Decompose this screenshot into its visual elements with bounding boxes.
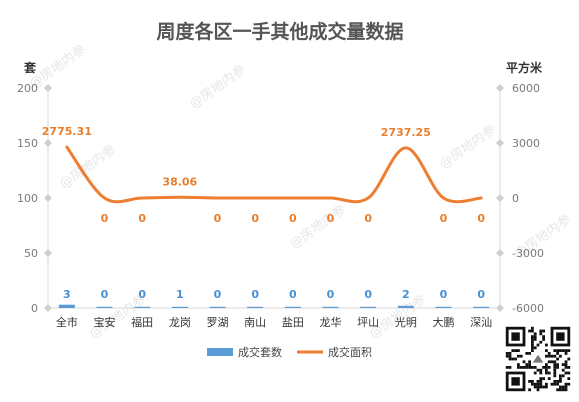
x-tick-label: 龙岗 (169, 316, 191, 329)
x-tick-label: 光明 (395, 315, 417, 329)
right-tick-label: -6000 (512, 302, 544, 315)
right-tick-label: -3000 (512, 247, 544, 260)
bar-label: 3 (63, 288, 71, 301)
right-tick-marker (496, 249, 504, 257)
right-tick-label: 3000 (512, 137, 540, 150)
left-tick-marker (44, 249, 52, 257)
line-point-label: 0 (214, 212, 222, 225)
left-tick-marker (44, 304, 52, 312)
right-axis-unit: 平方米 (506, 60, 543, 75)
left-tick-label: 0 (31, 302, 38, 315)
watermark-text: @房地内参 (186, 62, 248, 112)
bar-label: 0 (101, 288, 109, 301)
x-tick-label: 全市 (56, 315, 78, 329)
right-tick-marker (496, 304, 504, 312)
qr-code-icon (503, 324, 573, 394)
watermark-layer: @房地内参@房地内参@房地内参@房地内参@房地内参 @房地内参@房地内参@房地内参 (26, 42, 573, 342)
bar-label: 0 (251, 288, 259, 301)
line-point-label: 2737.25 (381, 126, 431, 139)
line-point-label: 0 (289, 212, 297, 225)
line-point-label: 38.06 (162, 175, 197, 188)
legend-label-line: 成交面积 (328, 345, 372, 359)
line-point-label: 2775.31 (42, 125, 92, 138)
series-line-成交面积 (65, 145, 483, 204)
watermark-text: @房地内参 (56, 142, 118, 192)
bar-label: 0 (440, 288, 448, 301)
bar-label: 0 (289, 288, 297, 301)
legend: 成交套数 成交面积 (207, 345, 372, 359)
bar-label: 0 (214, 288, 222, 301)
bar-label: 1 (176, 288, 184, 301)
bar-大鹏 (435, 306, 452, 308)
left-tick-label: 150 (17, 137, 38, 150)
bar-全市 (58, 304, 75, 308)
legend-swatch-bar (207, 348, 233, 356)
bar-龙岗 (171, 306, 188, 308)
bar-南山 (247, 306, 264, 308)
line-point-label: 0 (101, 212, 109, 225)
bar-宝安 (96, 306, 113, 308)
right-tick-marker (496, 139, 504, 147)
right-tick-label: 6000 (512, 82, 540, 95)
left-tick-marker (44, 194, 52, 202)
bar-光明 (397, 305, 414, 308)
left-tick-label: 100 (17, 192, 38, 205)
watermark-text: @房地内参 (436, 122, 498, 172)
x-tick-label: 盐田 (282, 316, 304, 329)
right-tick-label: 0 (512, 192, 519, 205)
x-tick-label: 坪山 (357, 316, 379, 329)
x-tick-label: 宝安 (94, 315, 116, 329)
x-tick-label: 大鹏 (433, 315, 455, 329)
bar-label: 0 (327, 288, 335, 301)
left-axis-unit: 套 (23, 60, 37, 75)
left-tick-marker (44, 84, 52, 92)
left-tick-label: 50 (24, 247, 38, 260)
watermark-text: @房地内参 (286, 202, 348, 252)
x-tick-label: 龙华 (320, 315, 342, 329)
right-tick-marker (496, 84, 504, 92)
line-point-label: 0 (251, 212, 259, 225)
bar-福田 (134, 306, 151, 308)
legend-label-bar: 成交套数 (238, 345, 282, 359)
bar-坪山 (360, 306, 377, 308)
bar-label: 0 (364, 288, 372, 301)
line-point-label: 0 (327, 212, 335, 225)
bar-罗湖 (209, 306, 226, 308)
bar-盐田 (284, 306, 301, 308)
bar-label: 0 (477, 288, 485, 301)
x-tick-label: 深汕 (470, 316, 492, 329)
x-tick-label: 南山 (244, 316, 266, 329)
chart-title: 周度各区一手其他成交量数据 (156, 20, 403, 43)
right-tick-marker (496, 194, 504, 202)
bar-label: 2 (402, 288, 410, 301)
x-tick-label: 福田 (131, 315, 153, 329)
left-tick-marker (44, 139, 52, 147)
line-point-label: 0 (364, 212, 372, 225)
left-tick-label: 200 (17, 82, 38, 95)
line-point-label: 0 (138, 212, 146, 225)
line-point-label: 0 (440, 212, 448, 225)
bar-龙华 (322, 306, 339, 308)
line-point-label: 0 (477, 212, 485, 225)
x-tick-label: 罗湖 (207, 316, 229, 329)
bar-label: 0 (138, 288, 146, 301)
bar-深汕 (473, 306, 490, 308)
